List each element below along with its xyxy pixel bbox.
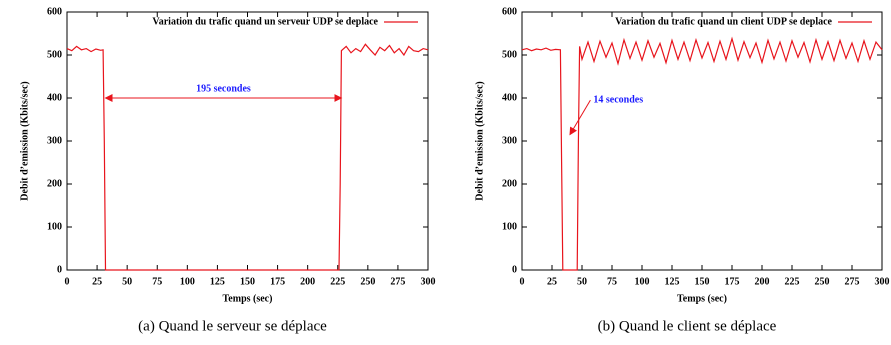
- x-tick-label: 225: [330, 276, 345, 287]
- x-axis-label: Temps (sec): [223, 293, 273, 304]
- y-tick-label: 300: [47, 135, 62, 146]
- y-tick-label: 0: [512, 264, 517, 275]
- y-axis-label: Debit d’emission (Kbits/sec): [19, 81, 30, 200]
- x-tick-label: 0: [65, 276, 70, 287]
- x-tick-label: 200: [755, 276, 770, 287]
- y-axis-label: Debit d’emission (Kbits/sec): [474, 81, 485, 200]
- x-tick-label: 75: [607, 276, 617, 287]
- y-tick-label: 400: [502, 92, 517, 103]
- x-tick-label: 275: [390, 276, 405, 287]
- data-line: [521, 36, 883, 271]
- x-tick-label: 300: [421, 276, 436, 287]
- x-tick-label: 150: [240, 276, 255, 287]
- annotation-text: 14 secondes: [593, 94, 643, 105]
- x-tick-label: 125: [210, 276, 225, 287]
- x-tick-label: 250: [815, 276, 830, 287]
- x-tick-label: 50: [577, 276, 587, 287]
- y-tick-label: 600: [47, 6, 62, 17]
- y-tick-label: 200: [47, 178, 62, 189]
- annotation-arrow: [569, 99, 591, 136]
- x-tick-label: 225: [785, 276, 800, 287]
- y-tick-label: 500: [47, 49, 62, 60]
- y-tick-label: 300: [502, 135, 517, 146]
- legend-label: Variation du trafic quand un client UDP …: [615, 16, 832, 27]
- plot-frame: [521, 11, 883, 271]
- x-tick-label: 0: [520, 276, 525, 287]
- x-tick-label: 300: [875, 276, 890, 287]
- y-tick-label: 200: [502, 178, 517, 189]
- y-tick-label: 600: [502, 6, 517, 17]
- x-tick-label: 100: [635, 276, 650, 287]
- y-tick-label: 0: [57, 264, 62, 275]
- x-tick-label: 275: [845, 276, 860, 287]
- x-tick-label: 50: [122, 276, 132, 287]
- y-tick-label: 100: [47, 221, 62, 232]
- x-tick-label: 100: [180, 276, 195, 287]
- plot-frame: [66, 11, 429, 271]
- x-tick-label: 200: [300, 276, 315, 287]
- data-line: [66, 43, 429, 271]
- legend-label: Variation du trafic quand un serveur UDP…: [152, 16, 378, 27]
- x-tick-label: 175: [725, 276, 740, 287]
- y-tick-label: 100: [502, 221, 517, 232]
- x-axis-label: Temps (sec): [677, 293, 727, 304]
- caption: (b) Quand le client se déplace: [598, 318, 777, 334]
- x-tick-label: 75: [152, 276, 162, 287]
- x-tick-label: 150: [695, 276, 710, 287]
- x-tick-label: 125: [665, 276, 680, 287]
- annotation-text: 195 secondes: [196, 83, 251, 94]
- x-tick-label: 175: [270, 276, 285, 287]
- x-tick-label: 250: [360, 276, 375, 287]
- y-tick-label: 500: [502, 49, 517, 60]
- y-tick-label: 400: [47, 92, 62, 103]
- caption: (a) Quand le serveur se déplace: [138, 318, 327, 334]
- x-tick-label: 25: [92, 276, 102, 287]
- x-tick-label: 25: [547, 276, 557, 287]
